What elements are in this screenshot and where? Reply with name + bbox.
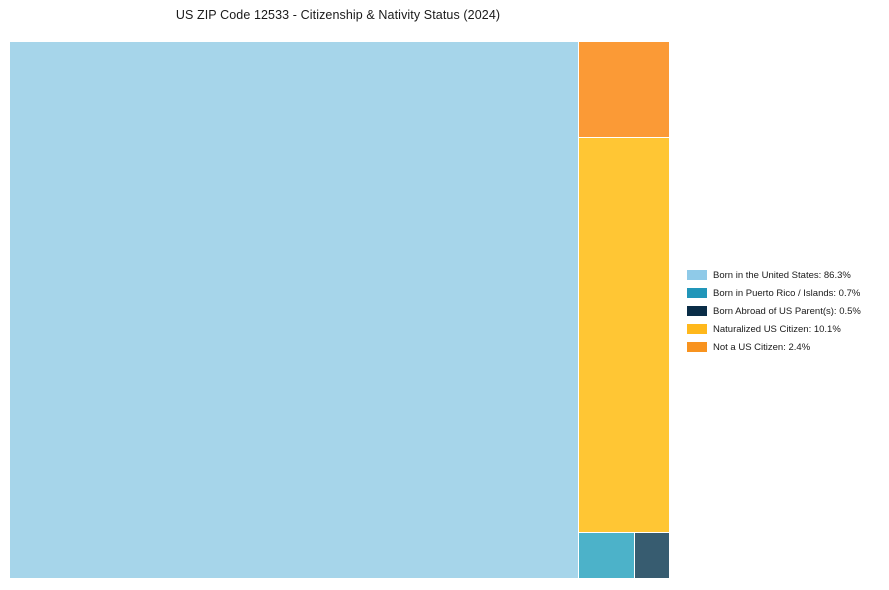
legend-swatch-icon-born-in-puerto-rico-islands bbox=[687, 288, 707, 298]
legend-label-born-abroad-of-us-parents: Born Abroad of US Parent(s): 0.5% bbox=[713, 305, 861, 317]
treemap-tile-naturalized-us-citizen[interactable] bbox=[579, 138, 669, 532]
legend-swatch-icon-born-in-the-united-states bbox=[687, 270, 707, 280]
treemap-tile-not-a-us-citizen[interactable] bbox=[579, 42, 669, 137]
legend-label-naturalized-us-citizen: Naturalized US Citizen: 10.1% bbox=[713, 323, 841, 335]
legend-swatch-icon-not-a-us-citizen bbox=[687, 342, 707, 352]
legend-label-born-in-puerto-rico-islands: Born in Puerto Rico / Islands: 0.7% bbox=[713, 287, 861, 299]
legend-swatch-icon-naturalized-us-citizen bbox=[687, 324, 707, 334]
legend-item-naturalized-us-citizen[interactable]: Naturalized US Citizen: 10.1% bbox=[687, 320, 883, 338]
legend-item-born-abroad-of-us-parents[interactable]: Born Abroad of US Parent(s): 0.5% bbox=[687, 302, 883, 320]
legend-label-not-a-us-citizen: Not a US Citizen: 2.4% bbox=[713, 341, 811, 353]
chart-legend: Born in the United States: 86.3% Born in… bbox=[687, 266, 883, 356]
treemap-tile-born-in-the-united-states[interactable] bbox=[10, 42, 578, 578]
legend-swatch-icon-born-abroad-of-us-parents bbox=[687, 306, 707, 316]
legend-item-not-a-us-citizen[interactable]: Not a US Citizen: 2.4% bbox=[687, 338, 883, 356]
treemap-tile-born-abroad-of-us-parents[interactable] bbox=[635, 533, 669, 578]
chart-title: US ZIP Code 12533 - Citizenship & Nativi… bbox=[175, 8, 501, 22]
legend-item-born-in-the-united-states[interactable]: Born in the United States: 86.3% bbox=[687, 266, 883, 284]
legend-label-born-in-the-united-states: Born in the United States: 86.3% bbox=[713, 269, 851, 281]
treemap-tile-born-in-puerto-rico-islands[interactable] bbox=[579, 533, 634, 578]
legend-item-born-in-puerto-rico-islands[interactable]: Born in Puerto Rico / Islands: 0.7% bbox=[687, 284, 883, 302]
treemap-plot-area bbox=[10, 42, 669, 578]
